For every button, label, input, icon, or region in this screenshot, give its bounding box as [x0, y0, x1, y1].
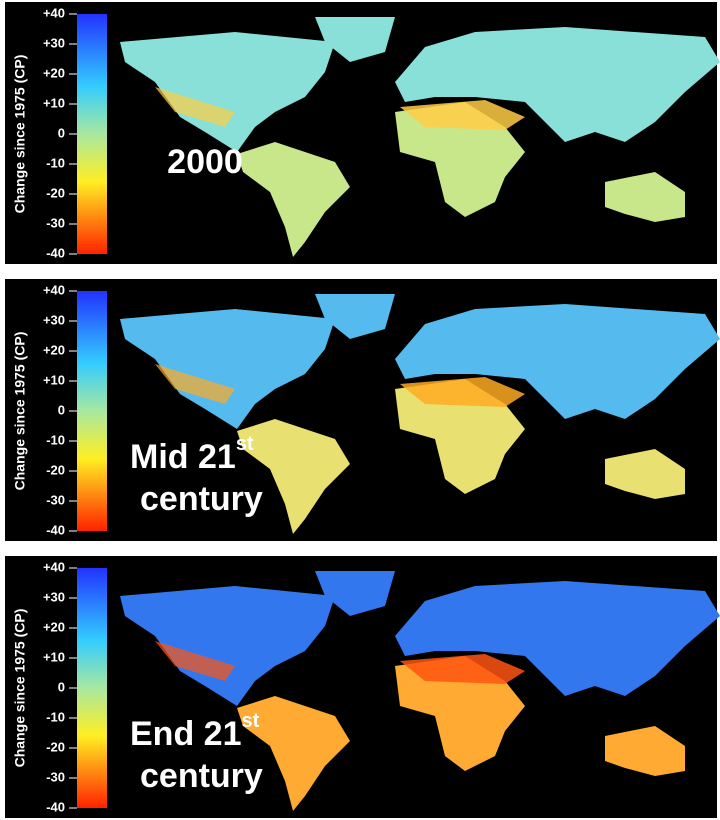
colorbar-tick-label: -30: [46, 492, 65, 507]
colorbar-tick-label: 0: [58, 679, 65, 694]
hot-band: [155, 364, 235, 404]
colorbar-tick-label: 0: [58, 402, 65, 417]
colorbar-tick-label: -10: [46, 709, 65, 724]
map-panel: +40 +30 +20 +10 0 -10 -20 -30 -40 Change since 19…: [5, 2, 720, 264]
colorbar: [77, 568, 107, 808]
colorbar-tick-label: -40: [46, 522, 65, 537]
panel-label: Mid 21st: [130, 433, 254, 476]
panel-label-superscript: st: [236, 433, 254, 455]
panel-label-superscript: st: [241, 710, 259, 732]
colorbar: [77, 291, 107, 531]
colorbar-tick-label: +30: [43, 312, 65, 327]
south-america: [237, 419, 350, 534]
panel-label-line2: century: [140, 480, 263, 518]
colorbar-tick-label: -30: [46, 769, 65, 784]
greenland: [315, 17, 395, 62]
north-america: [120, 32, 335, 152]
colorbar-tick-label: +20: [43, 342, 65, 357]
map-panel: +40 +30 +20 +10 0 -10 -20 -30 -40 Change since 19…: [5, 556, 720, 818]
colorbar-tick-label: -10: [46, 432, 65, 447]
hot-band: [400, 100, 525, 130]
colorbar-tick-label: +20: [43, 65, 65, 80]
colorbar-tick-label: -40: [46, 799, 65, 814]
hot-band: [155, 87, 235, 127]
north-america: [120, 309, 335, 429]
colorbar: [77, 14, 107, 254]
colorbar-tick-label: +40: [43, 559, 65, 574]
greenland: [315, 294, 395, 339]
panel-label-text: Mid 21: [130, 438, 236, 476]
africa: [395, 379, 525, 494]
eurasia: [395, 304, 720, 419]
colorbar-title: Change since 1975 (CP): [12, 609, 28, 768]
colorbar-tick-label: +10: [43, 372, 65, 387]
south-america: [237, 142, 350, 257]
greenland: [315, 571, 395, 616]
hot-band: [155, 641, 235, 681]
map-panel: +40 +30 +20 +10 0 -10 -20 -30 -40 Change since 19…: [5, 279, 720, 541]
hot-band: [400, 377, 525, 407]
panel-label: 2000: [167, 143, 243, 181]
hot-band: [400, 654, 525, 684]
colorbar-tick-label: -30: [46, 215, 65, 230]
australia: [605, 726, 685, 776]
africa: [395, 102, 525, 217]
colorbar-tick-label: -10: [46, 155, 65, 170]
panel-label-text: End 21: [130, 715, 241, 753]
colorbar-tick-label: -20: [46, 185, 65, 200]
panel-label: End 21st: [130, 710, 260, 753]
north-america: [120, 586, 335, 706]
colorbar-tick-label: +30: [43, 589, 65, 604]
colorbar-tick-label: -40: [46, 245, 65, 260]
colorbar-tick-label: 0: [58, 125, 65, 140]
australia: [605, 172, 685, 222]
colorbar-tick-label: +30: [43, 35, 65, 50]
australia: [605, 449, 685, 499]
colorbar-tick-label: +10: [43, 649, 65, 664]
colorbar-tick-label: +40: [43, 5, 65, 20]
colorbar-tick-label: -20: [46, 462, 65, 477]
eurasia: [395, 581, 720, 696]
africa: [395, 656, 525, 771]
colorbar-title: Change since 1975 (CP): [12, 332, 28, 491]
panel-label-line2: century: [140, 757, 263, 795]
south-america: [237, 696, 350, 811]
colorbar-tick-label: +10: [43, 95, 65, 110]
colorbar-title: Change since 1975 (CP): [12, 55, 28, 214]
eurasia: [395, 27, 720, 142]
colorbar-tick-label: -20: [46, 739, 65, 754]
colorbar-tick-label: +20: [43, 619, 65, 634]
colorbar-tick-label: +40: [43, 282, 65, 297]
